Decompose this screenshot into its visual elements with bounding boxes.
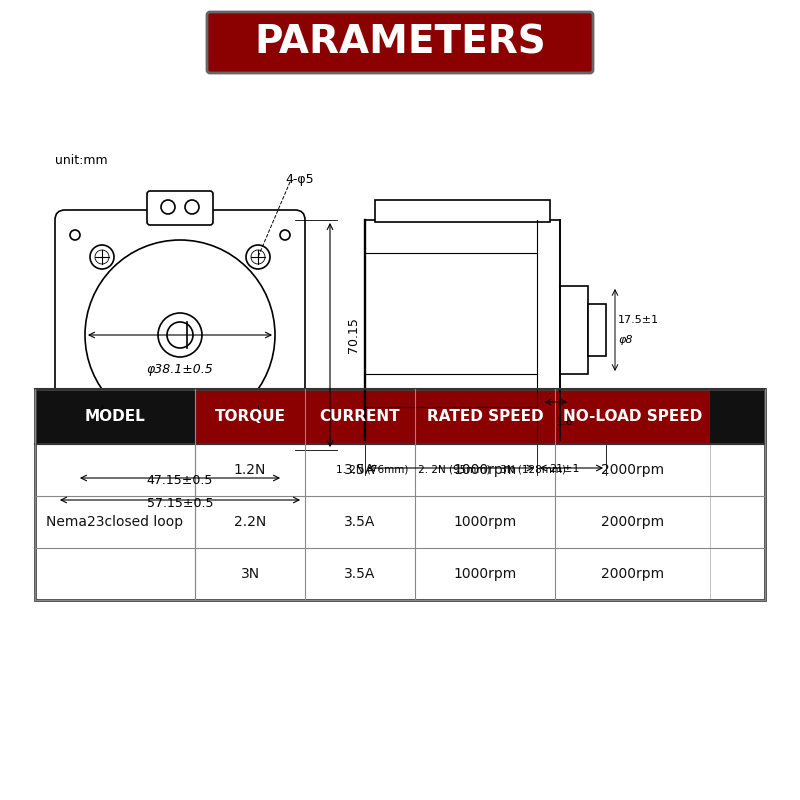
Text: φ8: φ8 [618, 335, 633, 345]
Bar [415, 496, 555, 548]
Text: 1. 2N (76mm)   2. 2N (95mm)   3N (128mm): 1. 2N (76mm) 2. 2N (95mm) 3N (128mm) [336, 464, 566, 474]
Text: CURRENT: CURRENT [320, 409, 400, 424]
Text: 47.15±0.5: 47.15±0.5 [147, 474, 213, 487]
Text: PARAMETERS: PARAMETERS [254, 24, 546, 62]
Bar [415, 389, 555, 444]
Text: φ38.1±0.5: φ38.1±0.5 [146, 363, 214, 377]
FancyBboxPatch shape [147, 191, 213, 225]
Text: MODEL: MODEL [85, 409, 146, 424]
Bar [415, 548, 555, 600]
Bar [35, 496, 195, 548]
Text: RATED SPEED: RATED SPEED [426, 409, 543, 424]
Text: 3.5A: 3.5A [344, 463, 376, 477]
Text: unit:mm: unit:mm [55, 154, 108, 166]
Bar [195, 444, 305, 496]
Text: Nema23closed loop: Nema23closed loop [46, 515, 183, 529]
FancyBboxPatch shape [55, 210, 305, 460]
Text: 1.6: 1.6 [556, 417, 574, 427]
Bar [35, 389, 765, 444]
Bar [195, 548, 305, 600]
Text: 1000rpm: 1000rpm [454, 515, 517, 529]
Text: 21±1: 21±1 [550, 464, 580, 474]
Bar [560, 286, 588, 374]
Bar [35, 389, 765, 600]
Text: 2000rpm: 2000rpm [601, 463, 664, 477]
Text: 1000rpm: 1000rpm [454, 567, 517, 581]
Bar [35, 444, 195, 496]
Bar [555, 548, 710, 600]
Bar [415, 444, 555, 496]
Bar [195, 496, 305, 548]
Bar [365, 220, 560, 440]
Bar [305, 496, 415, 548]
Text: 4-φ5: 4-φ5 [285, 174, 314, 186]
Text: 2000rpm: 2000rpm [601, 515, 664, 529]
Text: 17.5±1: 17.5±1 [618, 315, 659, 325]
Bar [588, 303, 606, 357]
Bar [555, 389, 710, 444]
Bar [305, 444, 415, 496]
Bar [305, 548, 415, 600]
Bar [35, 389, 195, 444]
Text: TORQUE: TORQUE [214, 409, 286, 424]
Text: NO-LOAD SPEED: NO-LOAD SPEED [563, 409, 702, 424]
Bar [375, 200, 550, 222]
Bar [35, 548, 195, 600]
FancyBboxPatch shape [207, 12, 593, 73]
Text: 2000rpm: 2000rpm [601, 567, 664, 581]
Text: 3N: 3N [241, 567, 259, 581]
Text: 1.2N: 1.2N [234, 463, 266, 477]
Text: 3.5A: 3.5A [344, 515, 376, 529]
Text: 2.2N: 2.2N [234, 515, 266, 529]
Bar [35, 444, 195, 600]
Bar [555, 444, 710, 496]
Bar [305, 389, 415, 444]
Bar [555, 496, 710, 548]
Bar [195, 389, 305, 444]
Text: 3.5A: 3.5A [344, 567, 376, 581]
Text: 1000rpm: 1000rpm [454, 463, 517, 477]
Text: 70.15: 70.15 [347, 317, 360, 353]
Text: 57.15±0.5: 57.15±0.5 [146, 497, 214, 510]
